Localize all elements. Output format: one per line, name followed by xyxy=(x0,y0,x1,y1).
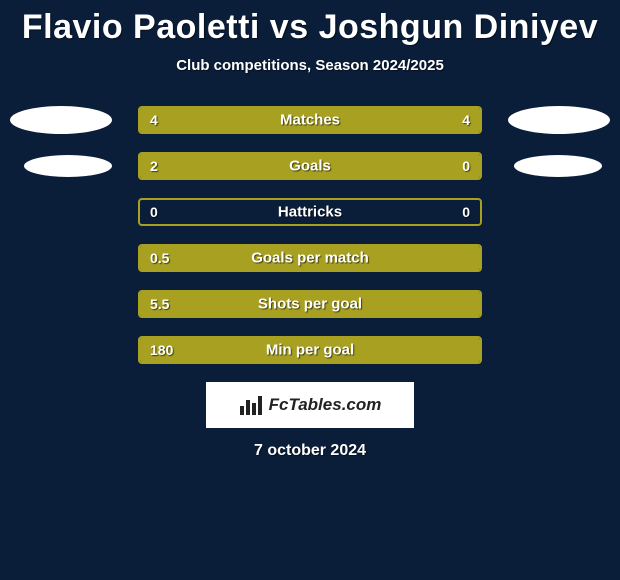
stat-left-value: 2 xyxy=(150,158,158,174)
stat-left-value: 180 xyxy=(150,342,173,358)
stat-bar: 0.5 Goals per match xyxy=(138,244,482,272)
fctables-logo: FcTables.com xyxy=(206,382,414,428)
stat-row: 5.5 Shots per goal xyxy=(0,290,620,318)
stat-label: Goals xyxy=(289,158,331,175)
footer-date: 7 october 2024 xyxy=(0,442,620,460)
stat-left-value: 0.5 xyxy=(150,250,169,266)
stat-bar: 2 Goals 0 xyxy=(138,152,482,180)
stat-bar: 180 Min per goal xyxy=(138,336,482,364)
logo-text: FcTables.com xyxy=(269,395,382,415)
stat-bar: 0 Hattricks 0 xyxy=(138,198,482,226)
stat-row: 2 Goals 0 xyxy=(0,152,620,180)
stat-left-value: 4 xyxy=(150,112,158,128)
stat-label: Hattricks xyxy=(278,204,342,221)
player-left-marker xyxy=(10,106,112,134)
stat-left-value: 0 xyxy=(150,204,158,220)
bar-left-fill xyxy=(140,154,395,178)
stat-right-value: 0 xyxy=(462,204,470,220)
stat-bar: 4 Matches 4 xyxy=(138,106,482,134)
stat-row: 4 Matches 4 xyxy=(0,106,620,134)
stats-chart: 4 Matches 4 2 Goals 0 0 Hattricks 0 0. xyxy=(0,106,620,364)
stat-row: 0 Hattricks 0 xyxy=(0,198,620,226)
bars-icon xyxy=(239,394,265,416)
stat-label: Min per goal xyxy=(266,342,354,359)
player-right-marker xyxy=(514,155,602,177)
stat-label: Goals per match xyxy=(251,250,369,267)
stat-left-value: 5.5 xyxy=(150,296,169,312)
stat-row: 180 Min per goal xyxy=(0,336,620,364)
stat-label: Shots per goal xyxy=(258,296,362,313)
player-left-marker xyxy=(24,155,112,177)
page-title: Flavio Paoletti vs Joshgun Diniyev xyxy=(0,0,620,47)
stat-row: 0.5 Goals per match xyxy=(0,244,620,272)
stat-right-value: 4 xyxy=(462,112,470,128)
stat-right-value: 0 xyxy=(462,158,470,174)
player-right-marker xyxy=(508,106,610,134)
stat-label: Matches xyxy=(280,112,340,129)
page-subtitle: Club competitions, Season 2024/2025 xyxy=(0,57,620,74)
stat-bar: 5.5 Shots per goal xyxy=(138,290,482,318)
